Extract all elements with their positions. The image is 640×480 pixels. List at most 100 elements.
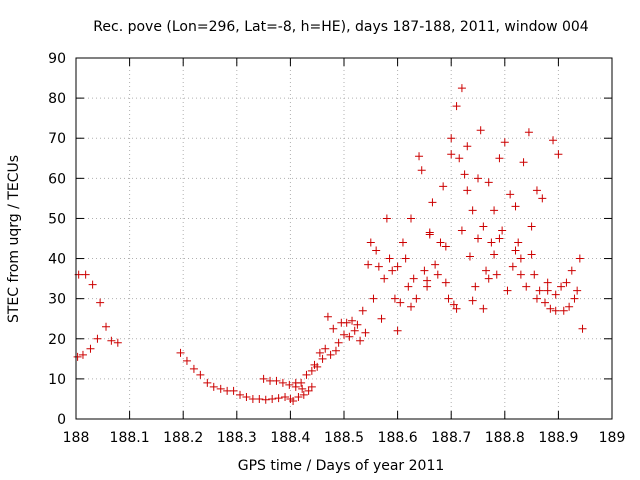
axis-ticks [75,57,613,420]
data-point [176,348,185,357]
data-point [299,390,308,399]
data-point [412,294,421,303]
data-point [457,84,466,93]
data-point [364,260,373,269]
data-point [441,242,450,251]
data-point [487,238,496,247]
y-axis-label: STEC from uqrg / TECUs [6,155,22,323]
data-point [578,324,587,333]
data-point [447,150,456,159]
data-point [236,390,245,399]
data-point [463,186,472,195]
data-point [474,234,482,243]
data-point [348,316,357,325]
data-point [530,270,539,279]
data-point [559,306,568,315]
data-point [272,376,281,385]
y-tick-label: 90 [48,51,66,67]
data-point [377,314,386,323]
data-point [447,134,456,143]
data-point [369,294,378,303]
x-tick-label: 188.1 [110,430,150,446]
data-point [398,238,407,247]
data-point [358,306,367,315]
data-point [182,356,191,365]
data-point [420,266,429,275]
data-point [242,392,251,401]
y-tick-label: 40 [48,252,66,268]
data-point [96,298,105,307]
data-point [113,338,122,347]
data-point [465,252,474,261]
data-point [551,306,560,315]
data-point [527,222,536,231]
data-point [366,238,375,247]
data-point [439,182,448,191]
data-point [541,298,549,307]
data-point [326,350,335,359]
data-point [479,222,488,231]
data-point [425,228,434,237]
data-point [519,158,528,167]
data-point [557,282,566,291]
chart-title: Rec. pove (Lon=296, Lat=-8, h=HE), days … [93,19,589,35]
data-point [511,202,520,211]
data-point [543,278,552,287]
data-point [374,262,383,271]
data-point [428,198,437,207]
data-point [468,206,477,215]
x-tick-label: 188.5 [324,430,364,446]
x-axis-label: GPS time / Days of year 2011 [238,458,445,474]
data-points [73,84,587,405]
x-tick-label: 188 [63,430,90,446]
data-point [495,154,504,163]
data-point [482,266,491,275]
data-point [407,302,415,311]
data-point [423,276,432,285]
data-point [570,294,579,303]
data-point [441,278,450,287]
data-point [554,150,563,159]
y-tick-label: 80 [48,91,66,107]
data-point [189,364,198,373]
data-point [433,270,442,279]
y-tick-label: 60 [48,171,66,187]
data-point [498,226,507,235]
data-point [565,302,574,311]
data-point [484,274,493,283]
data-point [455,154,464,163]
data-point [500,138,509,147]
data-point [532,294,541,303]
x-tick-label: 188.8 [485,430,525,446]
data-point [551,290,560,299]
data-point [490,206,499,215]
x-tick-label: 188.4 [270,430,310,446]
y-tick-label: 30 [48,292,66,308]
data-point [407,214,415,223]
data-point [409,274,418,283]
data-point [401,254,410,263]
data-point [285,380,294,389]
data-point [297,378,306,387]
data-point [268,394,277,403]
data-point [353,320,362,329]
x-tick-label: 188.6 [378,430,418,446]
data-point [356,336,365,345]
data-point [393,262,402,271]
data-point [549,136,558,145]
data-point [86,344,95,353]
data-point [93,334,102,343]
data-point [281,392,290,401]
data-point [302,370,311,379]
data-point [535,286,544,295]
data-point [404,282,413,291]
data-point [457,226,466,235]
data-point [396,298,405,307]
data-point [524,128,533,137]
data-point [203,378,212,387]
y-tick-label: 0 [57,412,66,428]
data-point [321,344,330,353]
data-point [514,238,523,247]
data-point [331,346,340,355]
y-tick-labels: 0 10 20 30 40 50 60 70 80 90 [48,51,66,428]
